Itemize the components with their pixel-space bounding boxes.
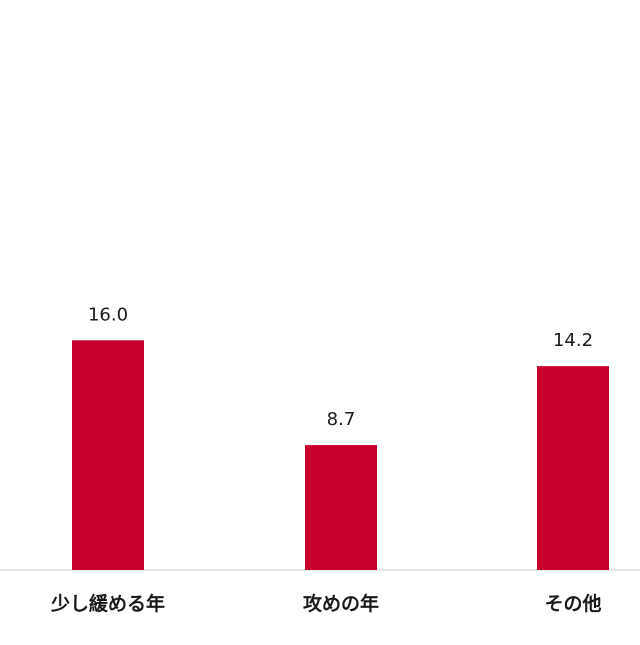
bar-2 <box>305 445 377 570</box>
category-label-2: 攻めの年 <box>303 592 379 615</box>
category-label-3: その他 <box>544 592 601 615</box>
value-labels-layer: 16.0 8.7 14.2 <box>88 304 593 430</box>
category-label-1: 少し緩める年 <box>50 592 165 615</box>
value-label-2: 8.7 <box>327 409 356 430</box>
value-label-1: 16.0 <box>88 304 128 325</box>
bar-1 <box>72 340 144 570</box>
bar-3 <box>537 366 609 570</box>
bars-layer <box>72 340 609 570</box>
category-labels-layer: 少し緩める年 攻めの年 その他 <box>50 592 602 615</box>
value-label-3: 14.2 <box>553 330 593 351</box>
